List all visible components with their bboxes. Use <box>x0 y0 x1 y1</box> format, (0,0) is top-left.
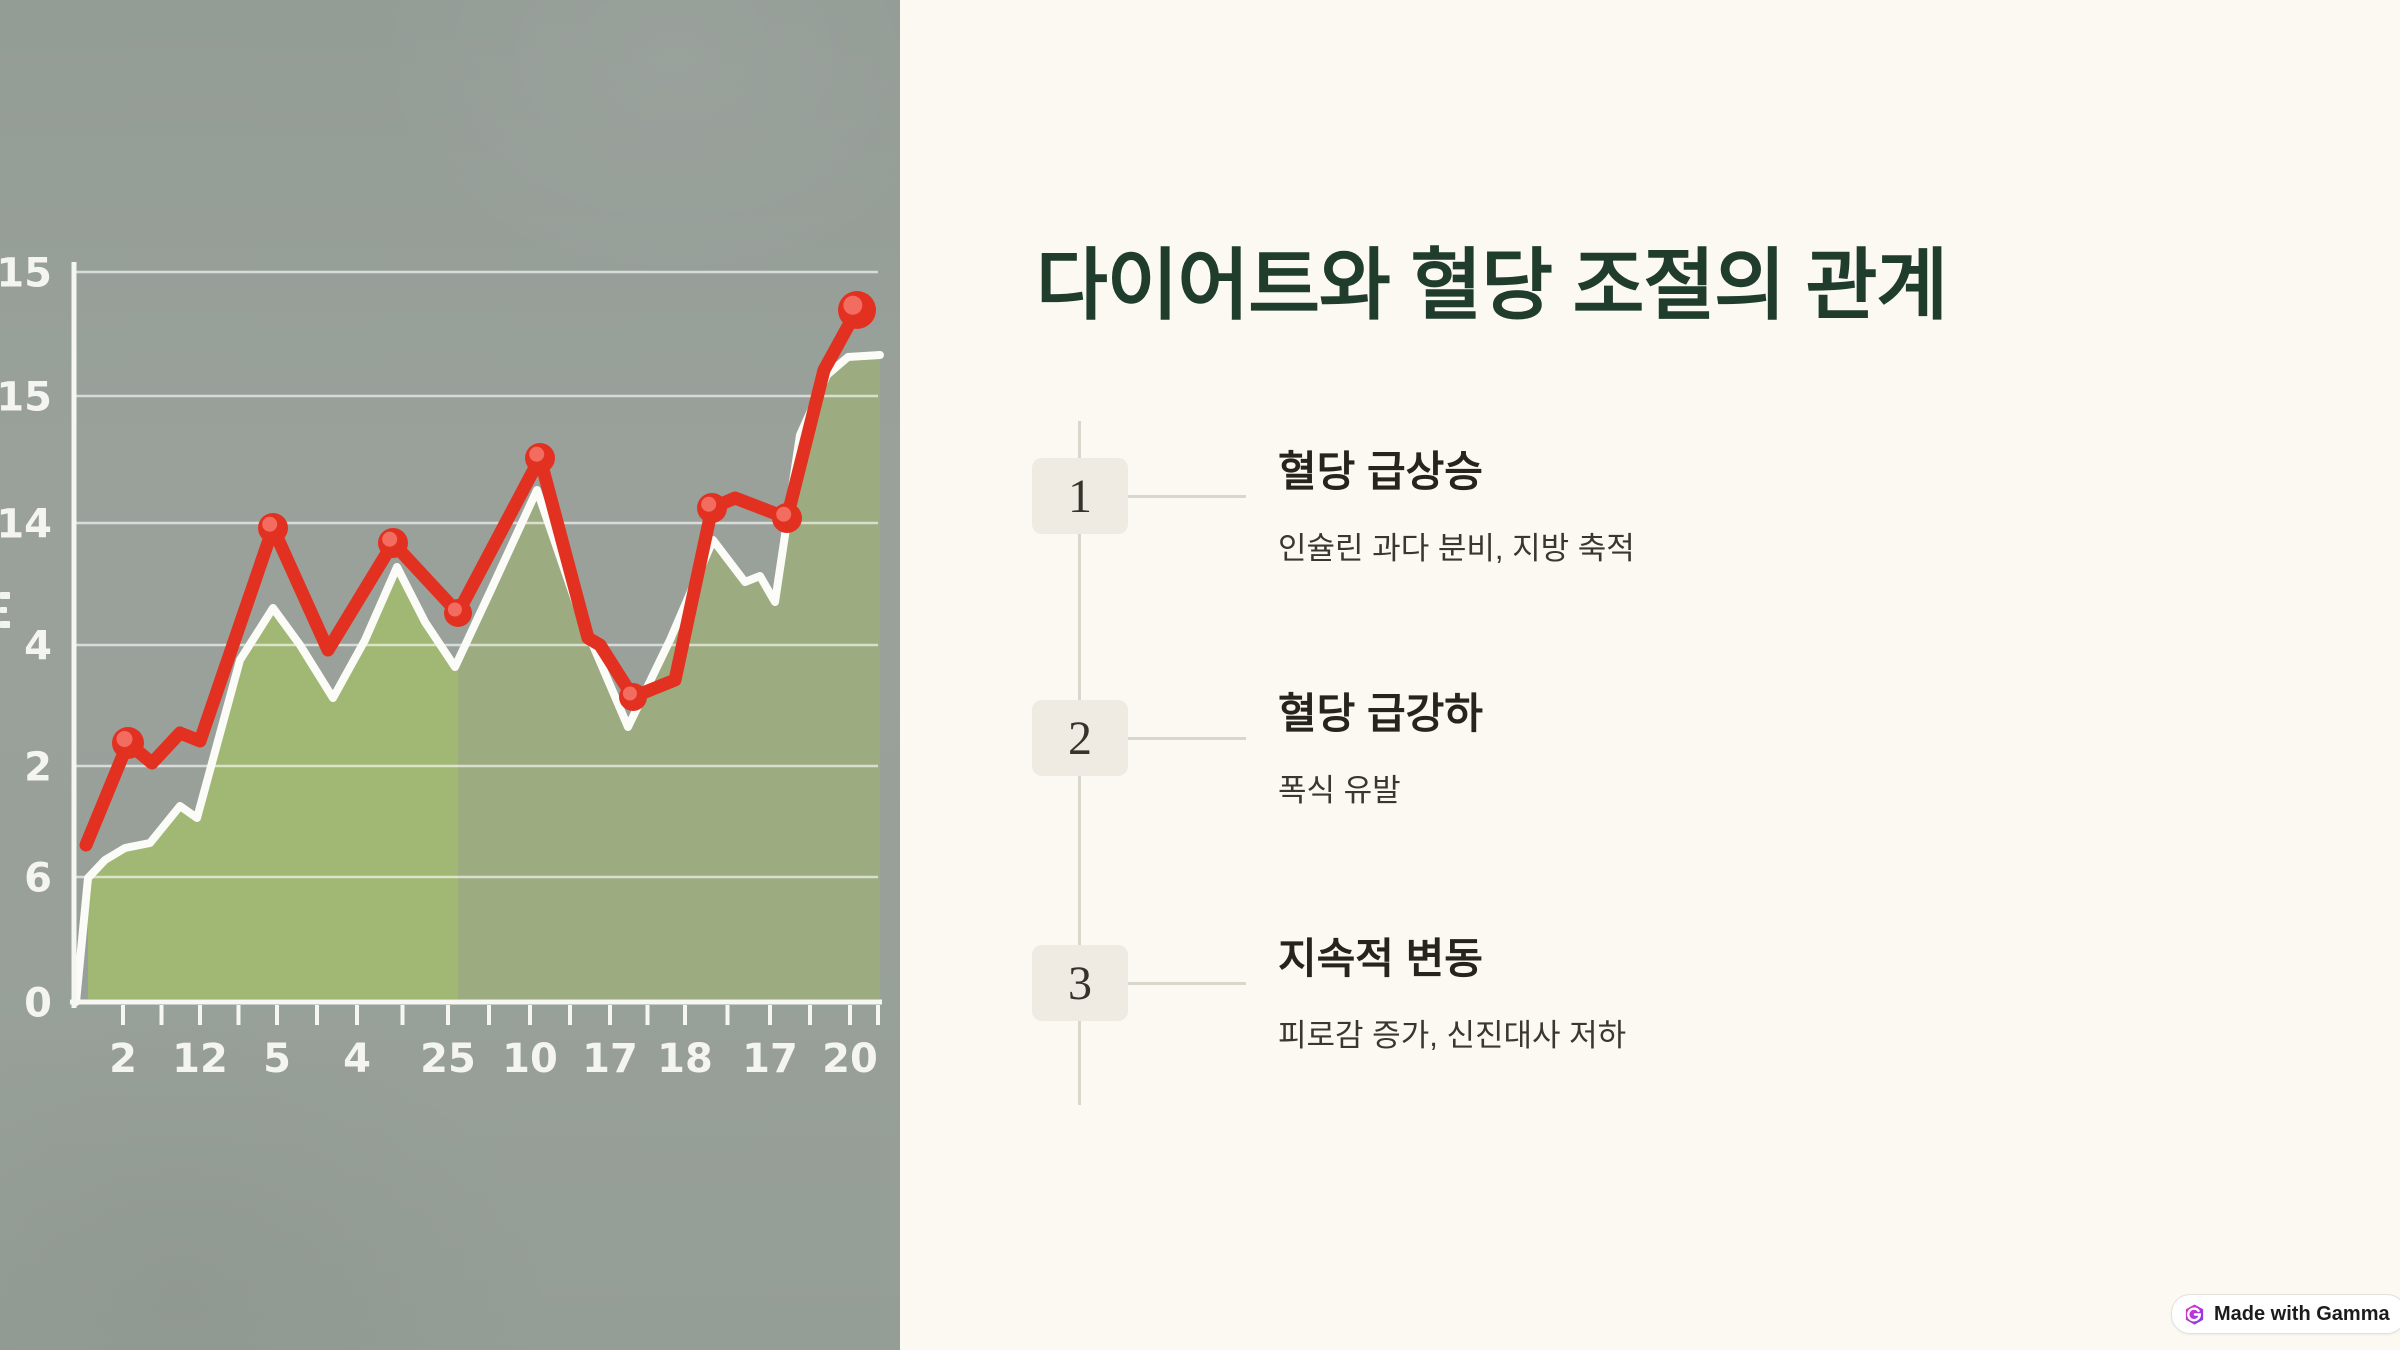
area-fill <box>88 355 880 999</box>
step-text: 지속적 변동 피로감 증가, 신진대사 저하 <box>1278 933 1626 1056</box>
connector-line <box>1128 495 1246 498</box>
svg-text:18: 18 <box>657 1036 713 1082</box>
connector-line <box>1128 737 1246 740</box>
svg-text:10: 10 <box>502 1036 558 1082</box>
timeline-item-2: 2 혈당 급강하 폭식 유발 <box>1032 690 2272 870</box>
svg-text:12: 12 <box>172 1036 228 1082</box>
white-line <box>72 351 884 1006</box>
svg-text:5: 5 <box>263 1036 291 1082</box>
step-description: 인슐린 과다 분비, 지방 축적 <box>1278 531 1635 566</box>
blood-sugar-chart: 15 15 14 4 2 6 0 2 12 5 4 25 10 17 18 17 20 <box>0 250 884 1082</box>
svg-text:2: 2 <box>109 1036 137 1082</box>
step-title: 지속적 변동 <box>1278 935 1483 982</box>
step-description: 피로감 증가, 신진대사 저하 <box>1278 1018 1627 1053</box>
data-point-markers <box>112 291 876 759</box>
step-number: 1 <box>1068 469 1092 523</box>
made-with-gamma-badge[interactable]: Made with Gamma <box>2171 1294 2400 1334</box>
step-number: 2 <box>1068 711 1092 765</box>
step-number-badge: 2 <box>1032 700 1128 776</box>
page-title: 다이어트와 혈당 조절의 관계 <box>1036 241 1948 329</box>
tick-labels: 15 15 14 4 2 6 0 2 12 5 4 25 10 17 18 17 20 <box>0 250 878 1082</box>
svg-text:6: 6 <box>24 855 52 901</box>
chart-image-panel: 15 15 14 4 2 6 0 2 12 5 4 25 10 17 18 17 20 <box>0 0 900 1350</box>
y-axis-title-fragment <box>0 592 12 644</box>
gamma-logo-icon <box>2185 1303 2204 1325</box>
svg-text:17: 17 <box>742 1036 798 1082</box>
step-number-badge: 1 <box>1032 458 1128 534</box>
step-text: 혈당 급강하 폭식 유발 <box>1278 688 1483 811</box>
timeline-item-1: 1 혈당 급상승 인슐린 과다 분비, 지방 축적 <box>1032 448 2272 628</box>
svg-text:15: 15 <box>0 374 52 420</box>
svg-text:17: 17 <box>582 1036 638 1082</box>
svg-text:20: 20 <box>822 1036 878 1082</box>
timeline-item-3: 3 지속적 변동 피로감 증가, 신진대사 저하 <box>1032 935 2272 1115</box>
step-number: 3 <box>1068 956 1092 1010</box>
content-panel: 다이어트와 혈당 조절의 관계 1 혈당 급상승 인슐린 과다 분비, 지방 축… <box>900 0 2400 1350</box>
gamma-badge-label: Made with Gamma <box>2214 1302 2390 1325</box>
step-title: 혈당 급상승 <box>1278 448 1483 495</box>
svg-text:4: 4 <box>343 1036 371 1082</box>
svg-text:4: 4 <box>24 623 52 669</box>
step-text: 혈당 급상승 인슐린 과다 분비, 지방 축적 <box>1278 446 1635 569</box>
svg-text:25: 25 <box>420 1036 476 1082</box>
step-description: 폭식 유발 <box>1278 773 1401 808</box>
svg-text:15: 15 <box>0 250 52 296</box>
svg-text:14: 14 <box>0 501 52 547</box>
step-number-badge: 3 <box>1032 945 1128 1021</box>
connector-line <box>1128 982 1246 985</box>
svg-text:2: 2 <box>24 744 52 790</box>
axes <box>70 262 882 1025</box>
svg-text:0: 0 <box>24 980 52 1026</box>
step-title: 혈당 급강하 <box>1278 690 1483 737</box>
